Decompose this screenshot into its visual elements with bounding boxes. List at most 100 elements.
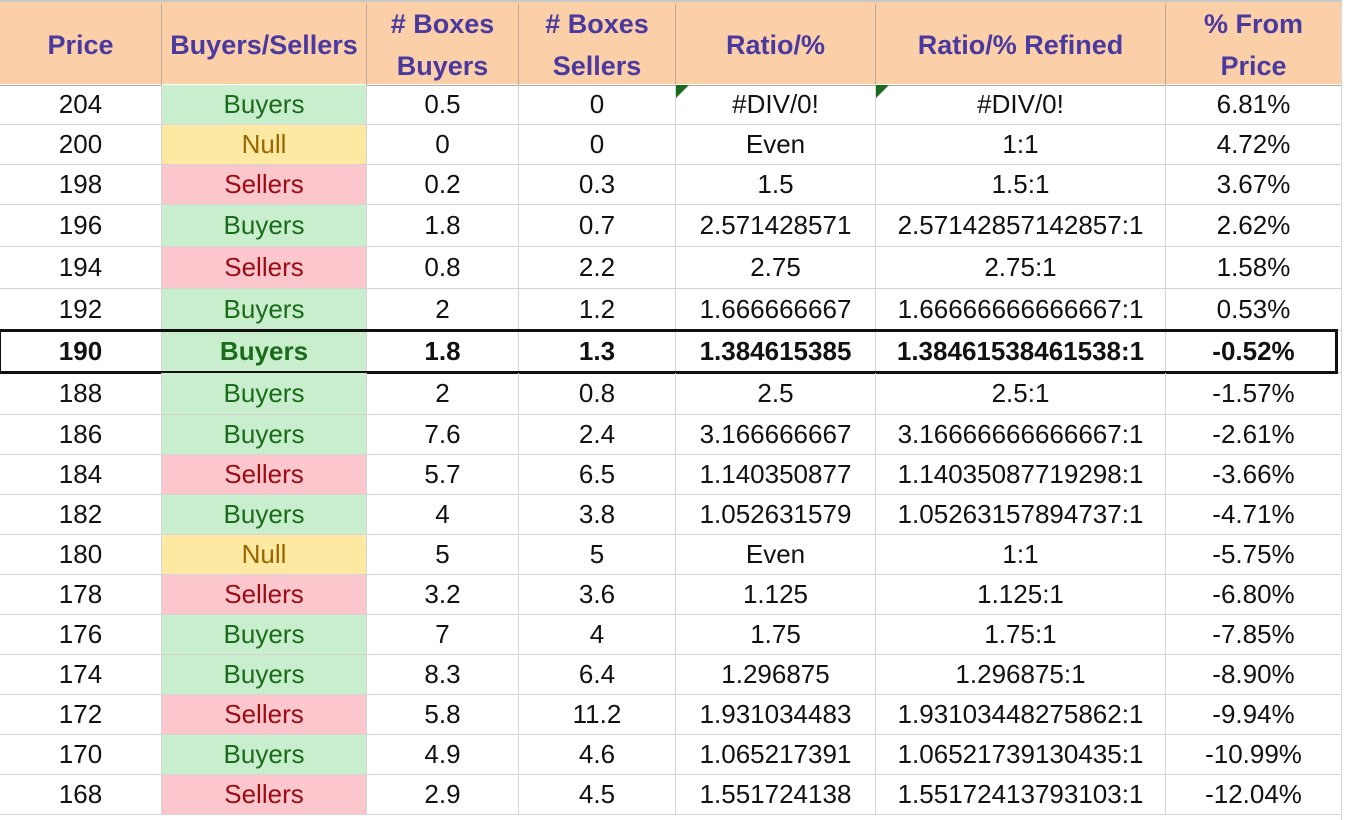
boxes-buyers-cell[interactable]: 0.5 xyxy=(367,85,519,125)
side-cell[interactable]: Sellers xyxy=(162,575,367,615)
header-boxes-sellers[interactable]: # Boxes Sellers xyxy=(519,4,676,86)
from-price-cell[interactable]: -0.52% xyxy=(1166,331,1342,373)
header-price[interactable]: Price xyxy=(0,4,162,86)
ratio-cell[interactable]: #DIV/0! xyxy=(676,85,876,125)
ratio-refined-cell[interactable]: 3.16666666666667:1 xyxy=(876,415,1166,455)
boxes-sellers-cell[interactable]: 4.6 xyxy=(519,735,676,775)
price-cell[interactable]: 168 xyxy=(0,775,162,815)
header-ratio[interactable]: Ratio/% xyxy=(676,4,876,86)
ratio-cell[interactable]: 1.065217391 xyxy=(676,735,876,775)
ratio-cell[interactable]: 3.166666667 xyxy=(676,415,876,455)
ratio-cell[interactable]: 2.5 xyxy=(676,373,876,415)
side-cell[interactable]: Null xyxy=(162,125,367,165)
ratio-cell[interactable]: 1.666666667 xyxy=(676,289,876,331)
boxes-sellers-cell[interactable]: 11.2 xyxy=(519,695,676,735)
ratio-cell[interactable]: Even xyxy=(676,535,876,575)
side-cell[interactable]: Sellers xyxy=(162,247,367,289)
error-indicator-icon[interactable] xyxy=(876,85,889,98)
from-price-cell[interactable]: -10.99% xyxy=(1166,735,1342,775)
boxes-buyers-cell[interactable]: 3.2 xyxy=(367,575,519,615)
boxes-buyers-cell[interactable]: 5 xyxy=(367,535,519,575)
ratio-refined-cell[interactable]: 1:1 xyxy=(876,535,1166,575)
header-from-price[interactable]: % From Price xyxy=(1166,4,1342,86)
price-cell[interactable]: 192 xyxy=(0,289,162,331)
ratio-refined-cell[interactable]: 1.14035087719298:1 xyxy=(876,455,1166,495)
from-price-cell[interactable]: -7.85% xyxy=(1166,615,1342,655)
boxes-buyers-cell[interactable]: 0 xyxy=(367,125,519,165)
boxes-sellers-cell[interactable]: 1.3 xyxy=(519,331,676,373)
ratio-refined-cell[interactable]: 2.5:1 xyxy=(876,373,1166,415)
ratio-cell[interactable]: 1.75 xyxy=(676,615,876,655)
ratio-refined-cell[interactable]: 1.05263157894737:1 xyxy=(876,495,1166,535)
from-price-cell[interactable]: 4.72% xyxy=(1166,125,1342,165)
ratio-cell[interactable]: Even xyxy=(676,125,876,165)
side-cell[interactable]: Buyers xyxy=(162,331,367,373)
header-buyers-sellers[interactable]: Buyers/Sellers xyxy=(162,4,367,86)
side-cell[interactable]: Buyers xyxy=(162,495,367,535)
ratio-refined-cell[interactable]: 1:1 xyxy=(876,125,1166,165)
boxes-buyers-cell[interactable]: 7 xyxy=(367,615,519,655)
boxes-sellers-cell[interactable]: 0 xyxy=(519,125,676,165)
ratio-cell[interactable]: 1.296875 xyxy=(676,655,876,695)
boxes-buyers-cell[interactable]: 2 xyxy=(367,373,519,415)
ratio-cell[interactable]: 1.125 xyxy=(676,575,876,615)
price-cell[interactable]: 182 xyxy=(0,495,162,535)
boxes-sellers-cell[interactable]: 4 xyxy=(519,615,676,655)
price-cell[interactable]: 172 xyxy=(0,695,162,735)
side-cell[interactable]: Sellers xyxy=(162,455,367,495)
side-cell[interactable]: Buyers xyxy=(162,735,367,775)
boxes-sellers-cell[interactable]: 6.5 xyxy=(519,455,676,495)
price-cell[interactable]: 196 xyxy=(0,205,162,247)
side-cell[interactable]: Buyers xyxy=(162,373,367,415)
boxes-sellers-cell[interactable]: 6.4 xyxy=(519,655,676,695)
ratio-refined-cell[interactable]: 1.06521739130435:1 xyxy=(876,735,1166,775)
ratio-cell[interactable]: 1.052631579 xyxy=(676,495,876,535)
ratio-cell[interactable]: 2.75 xyxy=(676,247,876,289)
price-cell[interactable]: 194 xyxy=(0,247,162,289)
boxes-buyers-cell[interactable]: 5.8 xyxy=(367,695,519,735)
boxes-buyers-cell[interactable]: 7.6 xyxy=(367,415,519,455)
from-price-cell[interactable]: -3.66% xyxy=(1166,455,1342,495)
ratio-cell[interactable]: 2.571428571 xyxy=(676,205,876,247)
ratio-cell[interactable]: 1.551724138 xyxy=(676,775,876,815)
price-cell[interactable]: 200 xyxy=(0,125,162,165)
from-price-cell[interactable]: 0.53% xyxy=(1166,289,1342,331)
side-cell[interactable]: Null xyxy=(162,535,367,575)
side-cell[interactable]: Sellers xyxy=(162,775,367,815)
boxes-sellers-cell[interactable]: 3.6 xyxy=(519,575,676,615)
price-cell[interactable]: 178 xyxy=(0,575,162,615)
ratio-refined-cell[interactable]: 1.38461538461538:1 xyxy=(876,331,1166,373)
error-indicator-icon[interactable] xyxy=(676,85,689,98)
header-ratio-refined[interactable]: Ratio/% Refined xyxy=(876,4,1166,86)
boxes-sellers-cell[interactable]: 5 xyxy=(519,535,676,575)
price-cell[interactable]: 180 xyxy=(0,535,162,575)
ratio-cell[interactable]: 1.931034483 xyxy=(676,695,876,735)
price-cell[interactable]: 190 xyxy=(0,331,162,373)
ratio-cell[interactable]: 1.384615385 xyxy=(676,331,876,373)
price-cell[interactable]: 176 xyxy=(0,615,162,655)
boxes-sellers-cell[interactable]: 2.2 xyxy=(519,247,676,289)
boxes-sellers-cell[interactable]: 2.4 xyxy=(519,415,676,455)
price-cell[interactable]: 198 xyxy=(0,165,162,205)
ratio-refined-cell[interactable]: #DIV/0! xyxy=(876,85,1166,125)
from-price-cell[interactable]: -4.71% xyxy=(1166,495,1342,535)
boxes-sellers-cell[interactable]: 4.5 xyxy=(519,775,676,815)
price-cell[interactable]: 188 xyxy=(0,373,162,415)
from-price-cell[interactable]: -5.75% xyxy=(1166,535,1342,575)
boxes-buyers-cell[interactable]: 4.9 xyxy=(367,735,519,775)
from-price-cell[interactable]: 1.58% xyxy=(1166,247,1342,289)
from-price-cell[interactable]: -1.57% xyxy=(1166,373,1342,415)
from-price-cell[interactable]: 2.62% xyxy=(1166,205,1342,247)
ratio-refined-cell[interactable]: 1.66666666666667:1 xyxy=(876,289,1166,331)
ratio-refined-cell[interactable]: 1.55172413793103:1 xyxy=(876,775,1166,815)
boxes-buyers-cell[interactable]: 1.8 xyxy=(367,205,519,247)
ratio-cell[interactable]: 1.5 xyxy=(676,165,876,205)
header-boxes-buyers[interactable]: # Boxes Buyers xyxy=(367,4,519,86)
ratio-cell[interactable]: 1.140350877 xyxy=(676,455,876,495)
from-price-cell[interactable]: 3.67% xyxy=(1166,165,1342,205)
boxes-buyers-cell[interactable]: 0.2 xyxy=(367,165,519,205)
ratio-refined-cell[interactable]: 1.75:1 xyxy=(876,615,1166,655)
from-price-cell[interactable]: -8.90% xyxy=(1166,655,1342,695)
side-cell[interactable]: Buyers xyxy=(162,655,367,695)
ratio-refined-cell[interactable]: 1.93103448275862:1 xyxy=(876,695,1166,735)
